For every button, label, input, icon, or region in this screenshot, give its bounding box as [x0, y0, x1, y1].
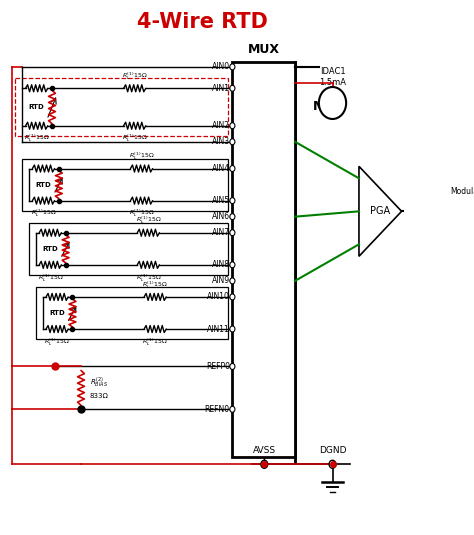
Text: $R_L^{(1)}$15Ω: $R_L^{(1)}$15Ω — [45, 337, 70, 348]
Polygon shape — [359, 166, 401, 256]
Circle shape — [230, 139, 235, 145]
Circle shape — [230, 363, 235, 370]
Text: RTD: RTD — [36, 181, 51, 188]
Text: AIN1: AIN1 — [212, 84, 230, 93]
Circle shape — [230, 230, 235, 236]
Circle shape — [319, 87, 346, 119]
Circle shape — [230, 213, 235, 220]
Circle shape — [230, 294, 235, 300]
Text: RTD: RTD — [29, 104, 45, 110]
Text: Modula: Modula — [450, 187, 474, 196]
Circle shape — [230, 262, 235, 268]
Text: $R_L^{(1)}$15Ω: $R_L^{(1)}$15Ω — [136, 215, 161, 226]
Circle shape — [230, 326, 235, 332]
Circle shape — [230, 123, 235, 129]
Text: AIN11: AIN11 — [207, 325, 230, 333]
Text: MUX: MUX — [248, 43, 280, 56]
Text: REFP0: REFP0 — [206, 362, 230, 371]
Circle shape — [230, 64, 235, 70]
Text: AIN5: AIN5 — [212, 196, 230, 205]
Text: RTD: RTD — [49, 310, 65, 316]
Circle shape — [230, 406, 235, 412]
Text: $R_L^{(1)}$15Ω: $R_L^{(1)}$15Ω — [122, 71, 147, 82]
Text: AIN8: AIN8 — [212, 261, 230, 269]
Text: REFN0: REFN0 — [205, 405, 230, 414]
Text: $R_{BIAS}^{(2)}$: $R_{BIAS}^{(2)}$ — [90, 376, 108, 390]
Polygon shape — [431, 173, 448, 249]
Text: $R_L^{(1)}$15Ω: $R_L^{(1)}$15Ω — [129, 208, 155, 219]
Bar — [22, 158, 228, 211]
Text: $R_L^{(1)}$15Ω: $R_L^{(1)}$15Ω — [122, 133, 147, 144]
Bar — [15, 78, 228, 136]
Text: AIN2: AIN2 — [212, 121, 230, 130]
Text: $R_L^{(1)}$15Ω: $R_L^{(1)}$15Ω — [24, 133, 49, 144]
Text: $R_L^{(1)}$15Ω: $R_L^{(1)}$15Ω — [142, 279, 168, 291]
Text: AIN6: AIN6 — [212, 212, 230, 221]
Text: $R_L^{(1)}$15Ω: $R_L^{(1)}$15Ω — [31, 208, 56, 219]
Text: 833Ω: 833Ω — [90, 393, 109, 399]
Circle shape — [230, 85, 235, 91]
Circle shape — [261, 460, 268, 468]
Text: AIN10: AIN10 — [207, 293, 230, 301]
Text: $R_L^{(1)}$15Ω: $R_L^{(1)}$15Ω — [37, 272, 63, 284]
Text: $R_L^{(1)}$15Ω: $R_L^{(1)}$15Ω — [142, 337, 168, 348]
Circle shape — [230, 278, 235, 284]
Text: $R_L^{(1)}$15Ω: $R_L^{(1)}$15Ω — [129, 151, 155, 162]
Text: AVSS: AVSS — [253, 446, 276, 455]
Circle shape — [329, 460, 336, 468]
Text: IDAC1
1.5mA: IDAC1 1.5mA — [319, 67, 346, 87]
Bar — [36, 287, 228, 339]
Text: RTD: RTD — [43, 246, 58, 252]
Text: DGND: DGND — [319, 446, 346, 455]
Text: PGA: PGA — [370, 207, 391, 216]
Bar — [29, 223, 228, 275]
Text: AIN0: AIN0 — [212, 63, 230, 71]
Text: AIN9: AIN9 — [212, 277, 230, 285]
Text: AIN4: AIN4 — [212, 164, 230, 173]
Text: 4-Wire RTD: 4-Wire RTD — [137, 12, 267, 32]
Polygon shape — [414, 173, 431, 249]
Text: AIN3: AIN3 — [212, 137, 230, 146]
Text: MUX: MUX — [313, 100, 345, 113]
Circle shape — [230, 165, 235, 172]
Bar — [232, 62, 295, 457]
Text: $R_L^{(1)}$15Ω: $R_L^{(1)}$15Ω — [136, 272, 161, 284]
Circle shape — [230, 197, 235, 204]
Text: AIN7: AIN7 — [212, 228, 230, 237]
